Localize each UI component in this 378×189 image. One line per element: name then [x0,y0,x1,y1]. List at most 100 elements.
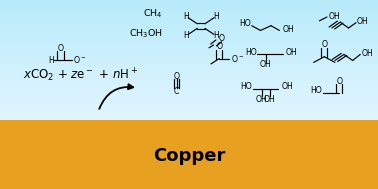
Bar [0,5,378,6]
Bar [0,98,378,99]
Text: OH: OH [361,49,373,58]
Bar [0,30,378,32]
Bar [0,108,378,109]
Bar [0,35,378,36]
Bar [0,54,378,56]
Bar [0,94,378,96]
Bar [0,105,378,107]
Bar [0,13,378,15]
Text: H: H [213,31,219,40]
Text: OH: OH [328,12,341,21]
Bar [0,70,378,72]
Bar [0,15,378,16]
Text: O: O [336,77,342,86]
Bar [0,66,378,67]
Bar [0,99,378,101]
Bar [0,101,378,102]
Bar [0,78,378,80]
Text: O: O [321,40,327,49]
Bar [0,85,378,87]
Text: H: H [183,31,189,40]
Bar [0,90,378,91]
FancyArrowPatch shape [99,84,133,109]
Bar [0,84,378,85]
Bar [0,80,378,81]
Bar [0,43,378,45]
Text: OH: OH [260,60,272,69]
Bar [0,81,378,83]
Text: OH: OH [264,94,276,104]
Text: HO: HO [239,19,251,28]
Bar [0,57,378,59]
Bar [0,18,378,19]
Bar [0,115,378,117]
Bar [0,61,378,63]
Text: $x$CO$_2$ + $z$e$^-$ + $n$H$^+$: $x$CO$_2$ + $z$e$^-$ + $n$H$^+$ [23,67,138,84]
Text: CH$_4$: CH$_4$ [143,8,163,20]
Bar [0,24,378,26]
Text: O$^-$: O$^-$ [231,53,244,64]
Bar [0,53,378,54]
Bar [0,93,378,94]
Bar [0,69,378,70]
Bar [0,37,378,39]
Bar [0,120,378,189]
Bar [0,27,378,29]
Text: Copper: Copper [153,147,225,165]
Bar [0,91,378,93]
Bar [0,8,378,9]
Bar [0,40,378,42]
Bar [0,60,378,61]
Bar [0,111,378,112]
Text: OH: OH [282,25,294,34]
Text: HO: HO [310,86,322,95]
Bar [0,42,378,43]
Bar [0,21,378,22]
Bar [0,46,378,48]
Text: H: H [213,12,219,21]
Bar [0,59,378,60]
Bar [0,102,378,104]
Text: O: O [174,72,180,81]
Bar [0,19,378,21]
Bar [0,11,378,12]
Text: HO: HO [245,48,257,57]
Bar [0,56,378,57]
Bar [0,0,378,2]
Bar [0,104,378,105]
Bar [0,36,378,37]
Bar [0,45,378,46]
Bar [0,22,378,24]
Text: O$^-$: O$^-$ [73,54,86,65]
Text: H: H [183,12,189,21]
Bar [0,96,378,98]
Bar [0,74,378,75]
Bar [0,16,378,18]
Bar [0,39,378,40]
Text: C: C [174,87,179,96]
Bar [0,64,378,66]
Bar [0,112,378,114]
Bar [0,26,378,27]
Bar [0,114,378,115]
Text: OH: OH [256,94,268,104]
Bar [0,75,378,77]
Bar [0,9,378,11]
Bar [0,12,378,13]
Text: OH: OH [285,48,297,57]
Bar [0,83,378,84]
Bar [0,107,378,108]
Bar [0,88,378,90]
Text: O: O [57,44,64,53]
Bar [0,3,378,5]
Bar [0,51,378,53]
Bar [0,77,378,78]
Text: HO: HO [240,82,252,91]
Bar [0,50,378,51]
Bar [0,87,378,88]
Bar [0,6,378,8]
Text: OH: OH [282,82,294,91]
Bar [0,48,378,50]
Bar [0,33,378,35]
Bar [0,117,378,119]
